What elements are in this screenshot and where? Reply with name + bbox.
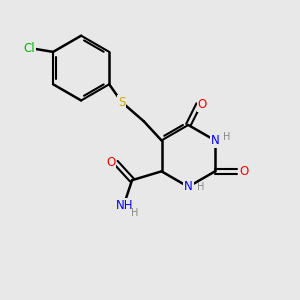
- Text: H: H: [196, 182, 204, 192]
- Text: Cl: Cl: [24, 42, 35, 56]
- Text: O: O: [239, 165, 248, 178]
- Text: NH: NH: [116, 199, 134, 212]
- Text: H: H: [223, 133, 231, 142]
- Text: N: N: [184, 180, 193, 193]
- Text: N: N: [211, 134, 219, 147]
- Text: S: S: [118, 96, 125, 109]
- Text: H: H: [131, 208, 139, 218]
- Text: O: O: [197, 98, 207, 111]
- Text: O: O: [106, 156, 115, 169]
